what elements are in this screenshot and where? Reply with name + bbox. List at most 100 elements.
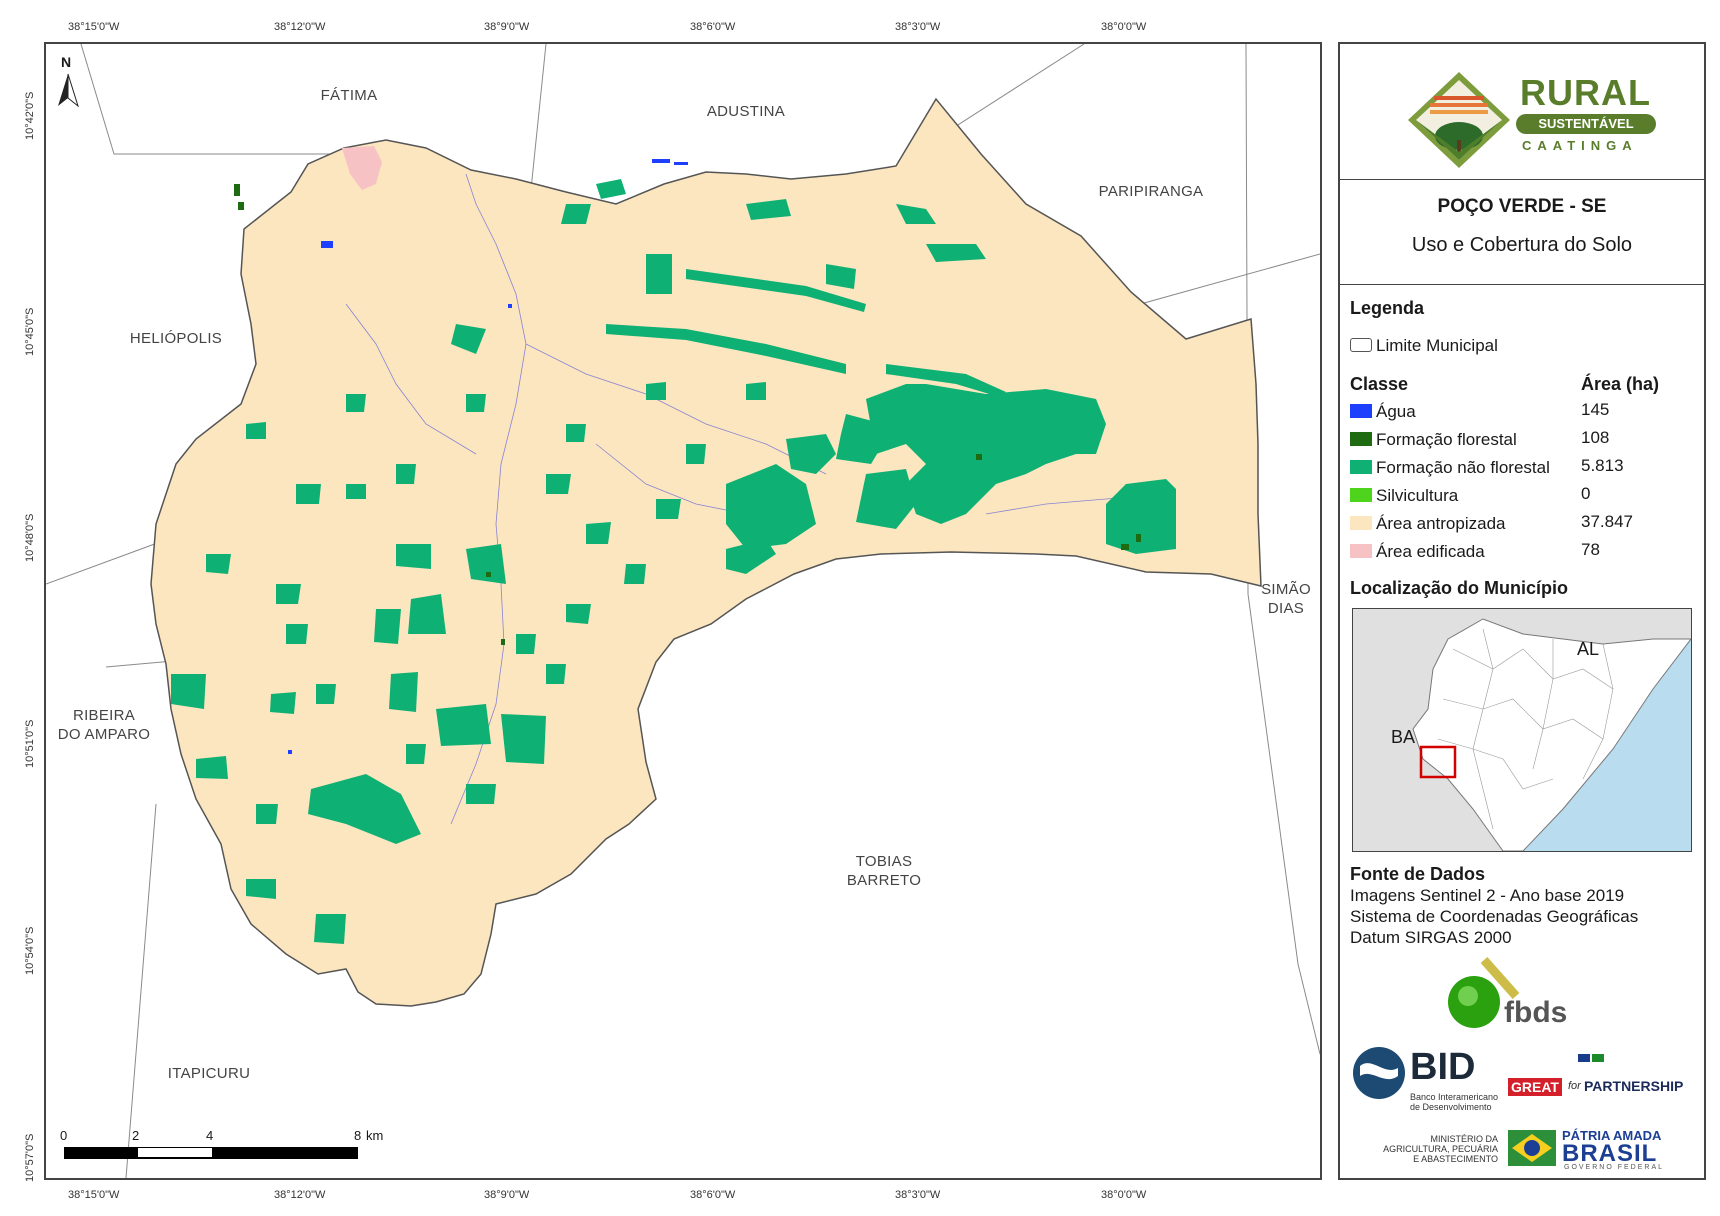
uk-flag-icon: [1578, 1054, 1590, 1062]
place-itapicuru: ITAPICURU: [167, 1065, 251, 1082]
great-badge: GREAT: [1508, 1078, 1562, 1096]
lat-tick: 10°48'0"S: [24, 513, 36, 562]
swatch-area-antropizada: [1350, 516, 1372, 530]
mapa-logo: MINISTÉRIO DA AGRICULTURA, PECUÁRIA E AB…: [1368, 1134, 1498, 1164]
lon-tick: 38°15'0"W: [68, 21, 120, 33]
lon-tick: 38°12'0"W: [274, 1189, 326, 1201]
source-line: Sistema de Coordenadas Geográficas: [1350, 907, 1639, 926]
scale-bar: 0 2 4 8 km: [60, 1128, 384, 1162]
governo-federal-text: GOVERNO FEDERAL: [1564, 1164, 1665, 1171]
class-header: Classe: [1350, 374, 1409, 394]
boundary-label: Limite Municipal: [1376, 336, 1498, 355]
forest-patches: [234, 184, 1141, 645]
place-adustina: ADUSTINA: [706, 103, 786, 120]
scale-unit: km: [366, 1128, 384, 1143]
legend-heading: Legenda: [1350, 298, 1425, 318]
bid-text: BID: [1410, 1046, 1476, 1088]
location-heading: Localização do Município: [1350, 578, 1569, 598]
brazil-flag-icon: [1592, 1054, 1604, 1062]
mapa-line-1: MINISTÉRIO DA: [1430, 1134, 1498, 1144]
class-area: 0: [1581, 484, 1591, 503]
legend-row-area-antropizada: Área antropizada 37.847: [1340, 512, 1704, 536]
mapa-line-2: AGRICULTURA, PECUÁRIA: [1383, 1144, 1498, 1154]
place-tobias-line-1: TOBIAS: [855, 853, 913, 870]
map-frame[interactable]: N FÁTIMA ADUSTINA PARIPIRANGA HELIÓPOLIS…: [44, 42, 1322, 1180]
location-inset[interactable]: AL BA: [1352, 608, 1692, 852]
lon-tick: 38°6'0"W: [690, 1189, 736, 1201]
lon-tick: 38°0'0"W: [1101, 1189, 1147, 1201]
ocean: [1523, 639, 1691, 851]
scale-bar-segment: [138, 1148, 212, 1157]
legend-row-formacao-nao-florestal: Formação não florestal 5.813: [1340, 456, 1704, 480]
bid-sub-1: Banco Interamericano: [1410, 1092, 1499, 1102]
fbds-logo: fbds: [1444, 956, 1604, 1036]
place-tobias-barreto: TOBIAS BARRETO: [824, 852, 944, 890]
lon-tick: 38°3'0"W: [895, 21, 941, 33]
legend-row-silvicultura: Silvicultura 0: [1340, 484, 1704, 508]
brasil-text: BRASIL: [1562, 1140, 1658, 1167]
place-ribeira-line-1: RIBEIRA: [72, 707, 136, 724]
native-vegetation: [171, 179, 1176, 944]
place-simao-line-2: DIAS: [1267, 600, 1305, 617]
source-line: Datum SIRGAS 2000: [1350, 928, 1512, 947]
class-area: 108: [1581, 428, 1610, 447]
scale-label-4: 4: [206, 1128, 214, 1143]
place-simao-line-1: SIMÃO: [1261, 581, 1311, 598]
place-tobias-line-2: BARRETO: [846, 872, 922, 889]
source-line: Imagens Sentinel 2 - Ano base 2019: [1350, 886, 1625, 905]
swatch-area-edificada: [1350, 544, 1372, 558]
class-area: 37.847: [1581, 512, 1633, 531]
class-area: 145: [1581, 400, 1610, 419]
great-partnership-text: PARTNERSHIP: [1584, 1078, 1684, 1094]
inset-label-ba: BA: [1391, 727, 1416, 747]
area-header: Área (ha): [1581, 374, 1660, 394]
sources-heading: Fonte de Dados: [1350, 864, 1486, 884]
rural-sustentavel-logo: RURAL SUSTENTÁVEL CAATINGA: [1404, 66, 1664, 170]
bid-logo: BID Banco Interamericano de Desenvolvime…: [1352, 1046, 1502, 1116]
land-use-map: [46, 44, 1320, 1178]
lon-tick: 38°0'0"W: [1101, 21, 1147, 33]
class-name: Formação não florestal: [1376, 458, 1550, 477]
map-subtitle: Uso e Cobertura do Solo: [1411, 234, 1633, 256]
logo-diamond-icon: [1408, 72, 1510, 168]
lat-tick: 10°45'0"S: [24, 307, 36, 356]
place-fatima: FÁTIMA: [320, 87, 378, 104]
logo-line-3: CAATINGA: [1522, 138, 1638, 153]
mapa-line-3: E ABASTECIMENTO: [1413, 1154, 1498, 1164]
swatch-silvicultura: [1350, 488, 1372, 502]
lon-tick: 38°6'0"W: [690, 21, 736, 33]
north-arrow-label: N: [61, 54, 72, 70]
swatch-formacao-nao-florestal: [1350, 460, 1372, 474]
logo-line-2: SUSTENTÁVEL: [1516, 114, 1656, 134]
lat-tick: 10°57'0"S: [24, 1133, 36, 1182]
swatch-formacao-florestal: [1350, 432, 1372, 446]
north-arrow-icon: [58, 73, 79, 108]
scale-bar-frame: [64, 1147, 358, 1159]
lat-tick: 10°42'0"S: [24, 91, 36, 140]
place-ribeira-line-2: DO AMPARO: [57, 726, 151, 743]
inset-map: [1412, 618, 1691, 851]
fbds-text: fbds: [1504, 996, 1568, 1029]
class-name: Área antropizada: [1376, 514, 1506, 533]
class-area: 5.813: [1581, 456, 1624, 475]
legend-panel: RURAL SUSTENTÁVEL CAATINGA POÇO VERDE - …: [1338, 42, 1706, 1180]
place-heliopolis: HELIÓPOLIS: [129, 330, 223, 347]
built-up-area: [342, 146, 382, 190]
great-partnership-logo: GREAT for PARTNERSHIP: [1508, 1054, 1698, 1114]
fbds-icon: [1448, 957, 1520, 1028]
bid-globe-icon: [1353, 1047, 1405, 1099]
scale-label-8: 8: [354, 1128, 362, 1143]
lon-tick: 38°3'0"W: [895, 1189, 941, 1201]
legend-row-area-edificada: Área edificada 78: [1340, 540, 1704, 564]
bid-sub-2: de Desenvolvimento: [1410, 1102, 1492, 1112]
swatch-agua: [1350, 404, 1372, 418]
inset-label-al: AL: [1577, 639, 1600, 659]
scale-label-0: 0: [60, 1128, 68, 1143]
place-ribeira-do-amparo: RIBEIRA DO AMPARO: [49, 706, 159, 744]
boundary-swatch: [1350, 338, 1372, 352]
lat-tick: 10°54'0"S: [24, 926, 36, 975]
class-name: Silvicultura: [1376, 486, 1459, 505]
sergipe-state: [1412, 618, 1691, 851]
class-name: Água: [1376, 402, 1416, 421]
municipality-boundary: [150, 97, 1262, 1007]
